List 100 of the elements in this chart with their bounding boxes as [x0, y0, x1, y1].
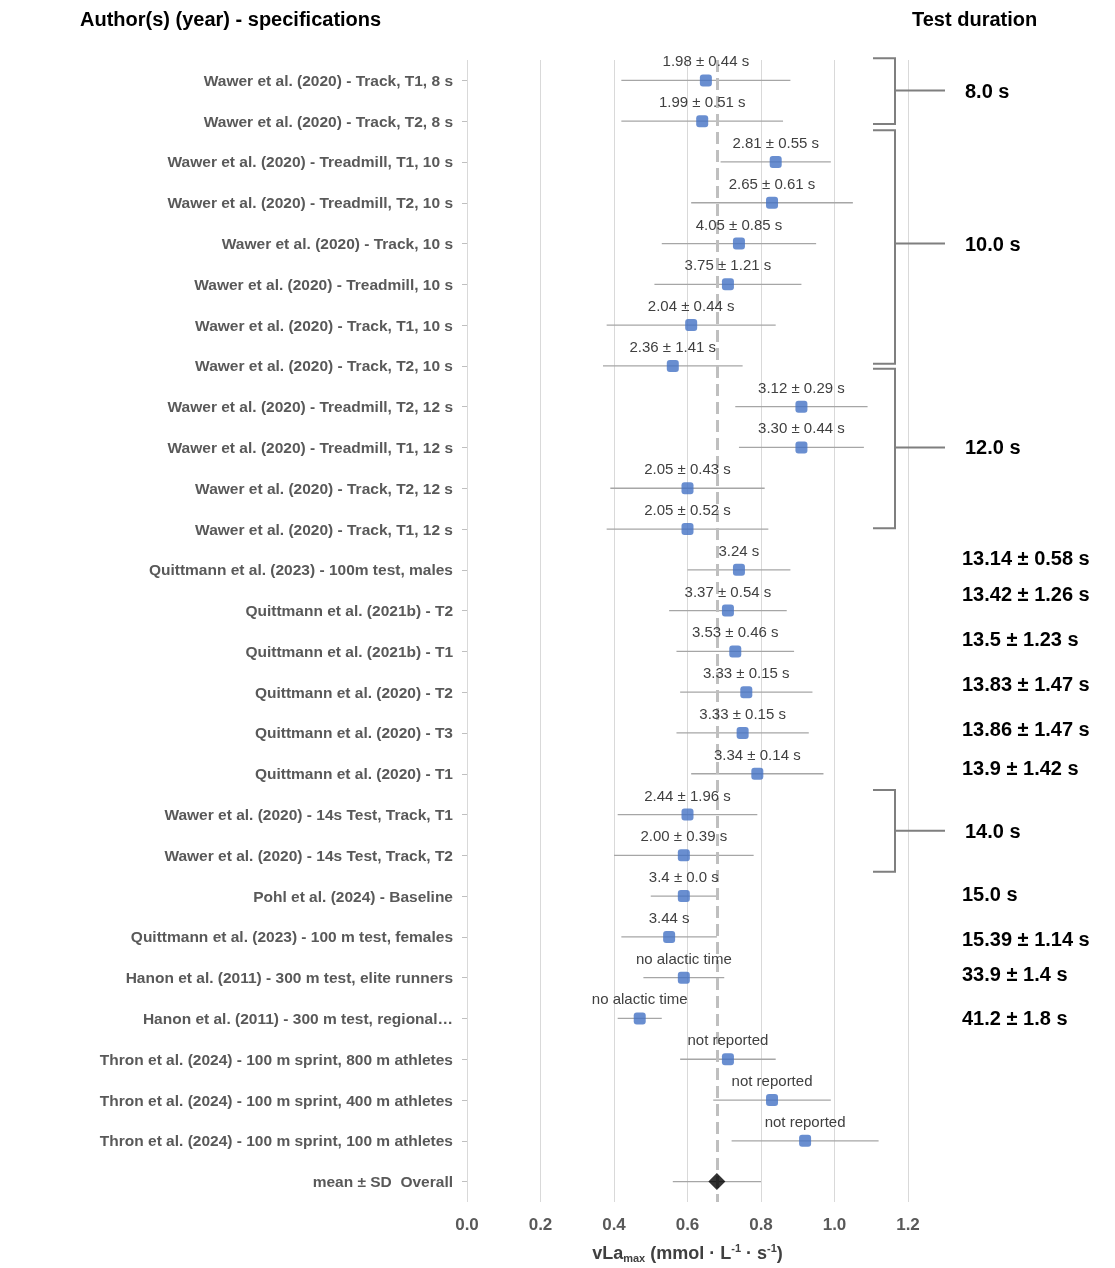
annotation: 4.05 ± 0.85 s: [695, 215, 783, 233]
y-tick-label: Wawer et al. (2020) - Treadmill, T1, 10 s: [167, 153, 453, 171]
text: 14.0 s: [965, 819, 1021, 843]
y-tick-label: Wawer et al. (2020) - 14s Test, Track, T2: [164, 846, 453, 864]
annotation: no alactic time: [635, 949, 732, 967]
annotation: 3.53 ± 0.46 s: [691, 623, 779, 641]
annotation: 2.44 ± 1.96 s: [644, 786, 731, 804]
text: 13.83 ± 1.47 s: [962, 672, 1090, 696]
annotation: 3.75 ± 1.21 s: [684, 256, 772, 274]
annotation: no alactic time: [591, 990, 688, 1008]
y-tick-label: Quittmann et al. (2023) - 100 m test, females: [130, 928, 453, 946]
point: [699, 74, 712, 87]
y-tick-label: Wawer et al. (2020) - Treadmill, 10 s: [194, 275, 453, 293]
point: [721, 1053, 734, 1066]
point: [766, 196, 779, 209]
point: [677, 971, 690, 984]
y-tick-label: Wawer et al. (2020) - Treadmill, T1, 12 s: [167, 438, 453, 456]
annotation: 2.65 ± 0.61 s: [728, 174, 816, 192]
text: 8.0 s: [965, 79, 1010, 103]
y-tick-label: mean ± SD Overall: [312, 1173, 453, 1191]
y-tick-label: Thron et al. (2024) - 100 m sprint, 800 m athletes: [99, 1050, 453, 1068]
annotation: 2.00 ± 0.39 s: [640, 827, 728, 845]
y-axis-title: Author(s) (year) - specifications: [80, 8, 382, 31]
y-tick-label: Wawer et al. (2020) - Track, 10 s: [221, 235, 453, 253]
annotation: not reported: [687, 1031, 769, 1049]
point: [740, 686, 753, 699]
annotation: not reported: [764, 1112, 846, 1130]
text: 15.39 ± 1.14 s: [962, 927, 1090, 951]
point: [666, 359, 679, 372]
y-tick-label: Wawer et al. (2020) - Treadmill, T2, 10 s: [167, 194, 453, 212]
point: [681, 523, 694, 536]
annotation: 3.33 ± 0.15 s: [702, 664, 790, 682]
annotation: 3.24 s: [718, 541, 760, 559]
y-tick-label: Wawer et al. (2020) - Track, T2, 10 s: [195, 357, 453, 375]
x-tick-label: 1.0: [822, 1215, 847, 1234]
annotation: 3.12 ± 0.29 s: [758, 378, 845, 396]
point: [681, 808, 694, 821]
annotation: 2.36 ± 1.41 s: [629, 337, 717, 355]
y-tick-label: Quittmann et al. (2020) - T3: [254, 724, 454, 742]
y-tick-label: Wawer et al. (2020) - Track, T2, 8 s: [203, 112, 453, 130]
x-tick-label: 0.2: [528, 1215, 553, 1234]
point: [663, 930, 676, 943]
point: [732, 237, 745, 250]
text: 13.42 ± 1.26 s: [962, 582, 1090, 606]
point: [766, 1094, 779, 1107]
y-tick-label: Thron et al. (2024) - 100 m sprint, 100 m athletes: [99, 1132, 453, 1150]
point: [708, 1173, 726, 1191]
y-tick-label: Wawer et al. (2020) - Track, T1, 12 s: [195, 520, 453, 538]
point: [729, 645, 742, 658]
y-tick-label: Wawer et al. (2020) - Track, T2, 12 s: [195, 479, 453, 497]
y-tick-label: Quittmann et al. (2020) - T1: [254, 765, 454, 783]
y-tick-label: Wawer et al. (2020) - Treadmill, T2, 12 s: [167, 398, 453, 416]
x-tick-label: 0.4: [602, 1215, 627, 1234]
point: [681, 482, 694, 495]
text: 10.0 s: [965, 232, 1021, 256]
x-tick-label: 0.8: [749, 1215, 773, 1234]
y-tick-label: Quittmann et al. (2021b) - T1: [245, 642, 454, 660]
text: 13.14 ± 0.58 s: [962, 546, 1090, 570]
annotation: 3.34 ± 0.14 s: [714, 745, 801, 763]
point: [795, 400, 808, 413]
y-tick-label: Hanon et al. (2011) - 300 m test, elite runners: [125, 969, 453, 987]
point: [795, 441, 808, 454]
text: Test duration: [912, 8, 1038, 31]
text: 13.86 ± 1.47 s: [962, 717, 1090, 741]
point: [685, 319, 698, 332]
point: [769, 155, 782, 168]
point: [732, 563, 745, 576]
annotation: not reported: [731, 1072, 813, 1090]
annotation: 3.44 s: [648, 908, 690, 926]
annotation: 1.99 ± 0.51 s: [658, 93, 746, 111]
point: [721, 604, 734, 617]
y-tick-label: Thron et al. (2024) - 100 m sprint, 400 m athletes: [99, 1091, 453, 1109]
text: 13.5 ± 1.23 s: [962, 627, 1079, 651]
x-tick-label: 0.0: [455, 1215, 479, 1234]
point: [721, 278, 734, 291]
y-tick-label: Quittmann et al. (2023) - 100m test, males: [148, 561, 453, 579]
text: 13.9 ± 1.42 s: [962, 756, 1079, 780]
annotation: 3.30 ± 0.44 s: [758, 419, 845, 437]
point: [799, 1134, 812, 1147]
annotation: 2.05 ± 0.52 s: [644, 501, 731, 519]
text: 33.9 ± 1.4 s: [962, 962, 1068, 986]
y-tick-label: Wawer et al. (2020) - Track, T1, 8 s: [203, 71, 453, 89]
x-tick-label: 0.6: [675, 1215, 700, 1234]
y-tick-label: Wawer et al. (2020) - 14s Test, Track, T1: [164, 806, 454, 824]
point: [736, 726, 749, 739]
y-tick-label: Pohl et al. (2024) - Baseline: [253, 887, 454, 905]
annotation: 2.81 ± 0.55 s: [732, 133, 820, 151]
annotation: 2.04 ± 0.44 s: [647, 297, 735, 315]
annotation: 3.4 ± 0.0 s: [648, 868, 719, 886]
text: 41.2 ± 1.8 s: [962, 1006, 1068, 1030]
point: [633, 1012, 646, 1025]
y-tick-label: Hanon et al. (2011) - 300 m test, regional…: [142, 1009, 453, 1027]
y-tick-label: Wawer et al. (2020) - Track, T1, 10 s: [195, 316, 453, 334]
point: [696, 115, 709, 128]
text: 12.0 s: [965, 435, 1021, 459]
y-tick-label: Quittmann et al. (2020) - T2: [254, 683, 453, 701]
text: 15.0 s: [962, 882, 1018, 906]
point: [751, 767, 764, 780]
point: [677, 849, 690, 862]
y-tick-label: Quittmann et al. (2021b) - T2: [245, 602, 453, 620]
